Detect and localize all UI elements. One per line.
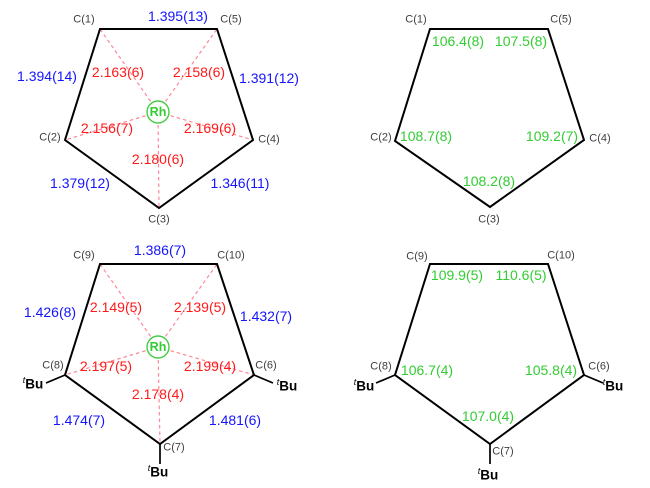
rh-c10-dash bbox=[157, 263, 218, 348]
rh-distance-c6: 2.199(4) bbox=[183, 358, 237, 374]
angle-at-c1: 106.4(8) bbox=[431, 33, 485, 49]
atom-label-c1-p2: C(1) bbox=[405, 13, 427, 26]
panel-2-ring bbox=[393, 28, 586, 209]
cp-ring-outline-1 bbox=[63, 28, 255, 210]
tbu-superscript-t: t bbox=[602, 376, 606, 387]
bond-length-c5-c4: 1.391(12) bbox=[239, 70, 299, 86]
tbu-base: Bu bbox=[279, 378, 298, 394]
angle-at-c2: 108.7(8) bbox=[399, 128, 453, 144]
rh-c2-dash bbox=[64, 111, 159, 141]
angle-at-c9: 109.9(5) bbox=[430, 267, 484, 283]
rh-distance-c10: 2.139(5) bbox=[173, 299, 227, 315]
bond-length-c8-c7: 1.474(7) bbox=[52, 412, 106, 428]
tbu-base: Bu bbox=[25, 376, 44, 392]
rh-distance-c2: 2.156(7) bbox=[80, 120, 134, 136]
panel-1-ring bbox=[63, 28, 255, 210]
rh-atom-label-p1: Rh bbox=[149, 104, 167, 119]
atom-label-c5-p1: C(5) bbox=[220, 13, 242, 26]
atom-label-c4-p2: C(4) bbox=[589, 132, 611, 145]
tbu-base: Bu bbox=[605, 378, 624, 394]
atom-label-c2-p2: C(2) bbox=[370, 131, 392, 144]
rh-distance-c1: 2.163(6) bbox=[91, 64, 145, 80]
cp-ring-outline-3 bbox=[63, 263, 256, 446]
bond-length-c2-c3: 1.379(12) bbox=[50, 175, 110, 191]
rh-c8-dash bbox=[64, 346, 159, 376]
tbu-label-c8-p4: tBu bbox=[353, 376, 375, 394]
angle-at-c6: 105.8(4) bbox=[524, 362, 578, 378]
angle-at-c10: 110.6(5) bbox=[495, 267, 547, 283]
atom-label-c7-p4: C(7) bbox=[492, 445, 514, 458]
tbu-label-c7-p3: tBu bbox=[147, 462, 169, 480]
rh-c5-dash bbox=[157, 28, 218, 113]
cp-ring-outline-4 bbox=[393, 263, 586, 446]
atom-label-c5-p2: C(5) bbox=[550, 13, 572, 26]
rh-distance-c9: 2.149(5) bbox=[89, 299, 143, 315]
tbu-label-c8-p3: tBu bbox=[22, 374, 44, 392]
rh-distance-c3: 2.180(6) bbox=[131, 151, 185, 167]
tbu-label-c7-p4: tBu bbox=[477, 465, 499, 483]
atom-label-c6-p3: C(6) bbox=[255, 359, 277, 372]
rh-c3-dash bbox=[157, 111, 160, 209]
atom-label-c2-p1: C(2) bbox=[39, 131, 61, 144]
bond-length-c9-c8: 1.426(8) bbox=[23, 304, 77, 320]
bond-length-c10-c6: 1.432(7) bbox=[239, 308, 293, 324]
bond-length-c3-c4: 1.346(11) bbox=[210, 175, 270, 191]
atom-label-c8-p3: C(8) bbox=[42, 359, 64, 372]
tbu-label-c6-p3: tBu bbox=[276, 376, 298, 394]
angle-at-c5: 107.5(8) bbox=[494, 33, 548, 49]
tbu-base: Bu bbox=[480, 467, 499, 483]
c6-tbu-bond-4 bbox=[583, 374, 604, 384]
tbu-superscript-t: t bbox=[22, 374, 26, 385]
rh-atom-circle-1 bbox=[146, 100, 170, 124]
angle-at-c4: 109.2(7) bbox=[525, 128, 579, 144]
atom-label-c9-p4: C(9) bbox=[406, 250, 428, 263]
rh-c-dashed-lines-3 bbox=[64, 263, 255, 445]
rh-distance-c7: 2.178(4) bbox=[131, 386, 185, 402]
panel-4-ring bbox=[375, 263, 604, 464]
angle-at-c7: 107.0(4) bbox=[461, 408, 515, 424]
tbu-superscript-t: t bbox=[147, 462, 151, 473]
rh-distance-c4: 2.169(6) bbox=[183, 120, 237, 136]
c8-tbu-bond-3 bbox=[45, 374, 66, 384]
rh-c7-dash bbox=[157, 346, 161, 445]
c8-tbu-bond-4 bbox=[375, 374, 396, 384]
rh-atom-label-p3: Rh bbox=[149, 339, 167, 354]
c6-tbu-bond-3 bbox=[253, 374, 274, 384]
atom-label-c3-p1: C(3) bbox=[148, 213, 170, 226]
tbu-superscript-t: t bbox=[276, 376, 280, 387]
atom-label-c7-p3: C(7) bbox=[163, 441, 185, 454]
atom-label-c10-p3: C(10) bbox=[217, 249, 245, 262]
atom-label-c1-p1: C(1) bbox=[73, 13, 95, 26]
tbu-base: Bu bbox=[150, 464, 169, 480]
angle-at-c8: 106.7(4) bbox=[400, 362, 454, 378]
tbu-base: Bu bbox=[356, 378, 375, 394]
tbu-superscript-t: t bbox=[353, 376, 357, 387]
panel-3-ring bbox=[45, 263, 274, 464]
angle-at-c3: 108.2(8) bbox=[462, 173, 516, 189]
atom-label-c9-p3: C(9) bbox=[73, 249, 95, 262]
tbu-superscript-t: t bbox=[477, 465, 481, 476]
atom-label-c10-p4: C(10) bbox=[547, 249, 575, 262]
rh-atom-circle-3 bbox=[146, 335, 170, 359]
bond-length-c1-c2: 1.394(14) bbox=[17, 68, 77, 84]
atom-label-c4-p1: C(4) bbox=[258, 133, 280, 146]
tbu-label-c6-p4: tBu bbox=[602, 376, 624, 394]
rh-distance-c8: 2.197(5) bbox=[79, 358, 133, 374]
rh-c-dashed-lines-1 bbox=[64, 28, 254, 209]
atom-label-c8-p4: C(8) bbox=[370, 360, 392, 373]
atom-label-c6-p4: C(6) bbox=[588, 360, 610, 373]
cp-ring-outline-2 bbox=[393, 28, 586, 209]
atom-label-c3-p2: C(3) bbox=[478, 213, 500, 226]
bond-length-c7-c6: 1.481(6) bbox=[208, 412, 262, 428]
rh-distance-c5: 2.158(6) bbox=[172, 64, 226, 80]
bond-length-c9-c10: 1.386(7) bbox=[133, 242, 187, 258]
bond-length-c1-c5: 1.395(13) bbox=[148, 8, 208, 24]
